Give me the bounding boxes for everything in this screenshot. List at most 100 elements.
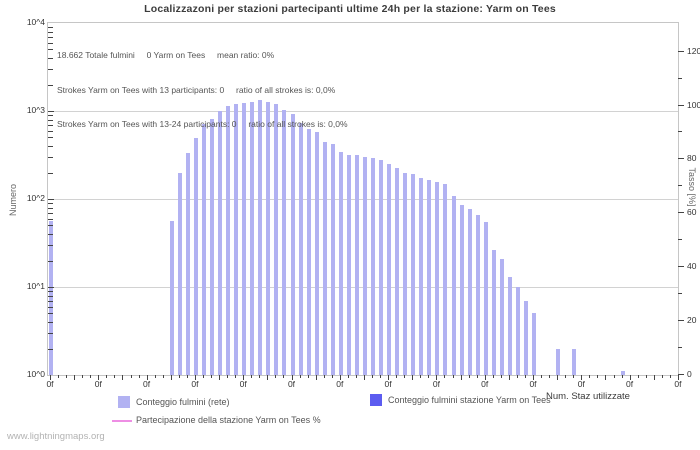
x-axis-tick <box>541 375 543 378</box>
x-axis-tick <box>613 375 615 378</box>
bar-network-count <box>234 104 239 375</box>
x-axis-tick <box>404 375 406 378</box>
x-axis-tick <box>476 375 478 378</box>
bar-network-count <box>193 138 198 375</box>
bar-network-count <box>411 174 416 375</box>
bar-network-count <box>499 258 504 375</box>
left-axis-major-tick <box>48 111 54 112</box>
x-axis-tick <box>219 375 221 380</box>
bar-network-count <box>330 144 335 375</box>
x-axis-tick <box>388 375 390 380</box>
bar-network-count <box>620 370 625 375</box>
x-axis-tick <box>557 375 559 380</box>
x-axis-tick <box>106 375 108 378</box>
bar-network-count <box>371 158 375 375</box>
bar-network-count <box>467 208 472 375</box>
x-axis-tick-label: 0f <box>336 379 344 389</box>
right-axis-tick-label: 20 <box>687 315 697 326</box>
x-axis-tick-label: 0f <box>529 379 537 389</box>
x-axis-tick <box>170 375 172 380</box>
x-axis-tick <box>645 375 647 378</box>
left-axis-minor-tick <box>48 295 53 297</box>
right-axis-tick-label: 60 <box>687 207 697 218</box>
left-axis-tick-label: 10^3 <box>26 105 45 115</box>
left-axis-minor-tick <box>48 212 53 214</box>
watermark: www.lightningmaps.org <box>7 431 105 442</box>
x-axis-tick <box>573 375 575 378</box>
right-axis-tick <box>678 104 684 106</box>
left-axis-minor-tick <box>48 31 53 33</box>
left-axis-minor-tick <box>48 225 53 227</box>
x-axis-tick <box>380 375 382 378</box>
right-axis-tick-label: 120 <box>687 45 700 56</box>
bar-network-count <box>523 300 528 375</box>
bar-network-count <box>427 179 432 375</box>
bar-network-count <box>459 205 464 375</box>
left-axis-minor-tick <box>48 291 53 293</box>
x-axis-tick-label: 0f <box>191 379 199 389</box>
x-axis-tick <box>146 375 148 380</box>
left-axis-minor-tick <box>48 58 53 60</box>
x-axis-tick <box>178 375 180 378</box>
left-axis-minor-tick <box>48 333 53 334</box>
x-axis-tick <box>396 375 398 378</box>
left-axis-minor-tick <box>48 172 53 174</box>
annotation-block: 18.662 Totale fulmini 0 Yarm on Tees mea… <box>57 27 348 154</box>
x-axis-tick-label: 0f <box>384 379 392 389</box>
left-axis-minor-tick <box>48 49 53 51</box>
legend-line-participation <box>112 420 132 422</box>
left-axis-minor-tick <box>48 36 53 38</box>
chart-title: Localizzazoni per stazioni partecipanti … <box>144 3 556 15</box>
legend-swatch-station <box>370 394 382 406</box>
x-axis-tick <box>565 375 567 378</box>
x-axis-tick <box>307 375 309 378</box>
x-axis-tick <box>669 375 671 378</box>
x-axis-tick <box>581 375 583 380</box>
bar-network-count <box>362 157 367 375</box>
x-axis-tick-label: 0f <box>239 379 247 389</box>
bar-network-count <box>379 159 384 375</box>
x-axis-tick <box>629 375 631 380</box>
bar-network-count <box>314 132 319 375</box>
x-axis-tick-label: 0f <box>577 379 585 389</box>
x-axis-tick <box>202 375 204 378</box>
x-axis-tick <box>98 375 100 380</box>
right-axis-note: Num. Staz utilizzate <box>546 391 630 402</box>
bar-network-count <box>322 141 327 375</box>
x-axis-tick <box>339 375 341 380</box>
x-axis-tick <box>299 375 301 378</box>
x-axis-tick <box>227 375 229 378</box>
x-axis-tick <box>533 375 534 380</box>
left-axis-minor-tick <box>48 115 53 117</box>
bar-network-count <box>306 129 311 375</box>
right-axis-tick <box>678 293 682 295</box>
right-axis-tick <box>678 158 684 160</box>
x-axis-tick <box>372 375 373 378</box>
left-axis-minor-tick <box>48 146 53 148</box>
left-axis-major-tick <box>48 199 54 200</box>
left-axis-tick-label: 10^2 <box>26 193 45 203</box>
x-axis-tick <box>90 375 92 378</box>
x-axis-tick-label: 0f <box>674 379 682 389</box>
left-axis-minor-tick <box>48 69 53 70</box>
left-axis-minor-tick <box>48 306 53 308</box>
x-axis-tick <box>484 375 486 380</box>
x-axis-tick <box>549 375 551 378</box>
x-axis-tick <box>154 375 156 378</box>
x-axis-tick <box>66 375 68 378</box>
bar-network-count <box>395 168 400 375</box>
annotation-line-3: Strokes Yarm on Tees with 13-24 particip… <box>57 119 348 129</box>
bar-network-count <box>556 348 561 375</box>
legend-label-network: Conteggio fulmini (rete) <box>136 397 230 407</box>
left-axis-minor-tick <box>48 119 53 121</box>
right-axis-tick <box>678 239 682 241</box>
left-axis-minor-tick <box>48 130 53 132</box>
bar-network-count <box>258 100 263 375</box>
bar-network-count <box>250 102 255 375</box>
x-axis-tick <box>428 375 430 378</box>
x-axis-tick <box>420 375 422 378</box>
x-axis-tick <box>605 375 607 380</box>
annotation-line-2: Strokes Yarm on Tees with 13 participant… <box>57 84 336 95</box>
x-axis-tick <box>637 375 639 378</box>
